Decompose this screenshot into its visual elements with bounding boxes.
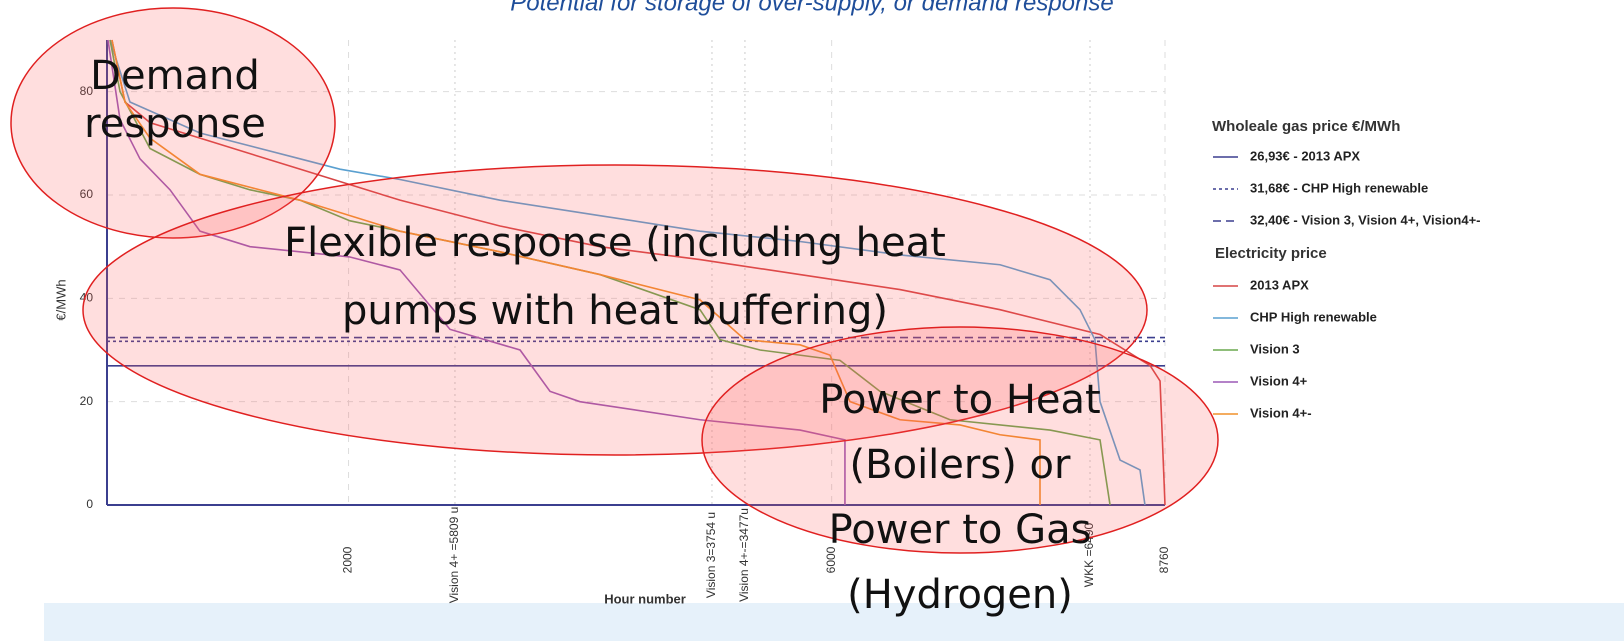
annotation-text: Demand <box>90 53 260 99</box>
annotation-text: Power to Gas <box>829 507 1092 553</box>
legend-label: CHP High renewable <box>1250 309 1377 324</box>
legend-label: Vision 4+ <box>1250 373 1308 388</box>
y-tick-label: 40 <box>80 291 94 305</box>
legend-label: 31,68€ - CHP High renewable <box>1250 180 1428 195</box>
y-tick-label: 0 <box>86 497 93 511</box>
legend-heading: Wholeale gas price €/MWh <box>1212 118 1400 135</box>
y-axis-label: €/MWh <box>53 279 68 320</box>
marker-label: Vision 3=3754 u <box>704 512 718 598</box>
series-line <box>109 39 1146 506</box>
legend-label: Vision 3 <box>1250 341 1300 356</box>
marker-label: Vision 4+-=3477u <box>737 508 751 602</box>
annotation-text: (Boilers) or <box>850 442 1071 488</box>
series-line <box>111 39 1041 505</box>
chart-title: Potential for storage of over-supply, or… <box>510 0 1113 16</box>
annotation-ellipse <box>82 164 1148 456</box>
series-line <box>111 39 1166 506</box>
x-tick-label: 6000 <box>824 546 838 573</box>
x-axis-label: Hour number <box>604 591 686 606</box>
y-tick-label: 20 <box>80 394 94 408</box>
annotation-text: pumps with heat buffering) <box>342 288 888 334</box>
legend-label: 26,93€ - 2013 APX <box>1250 148 1360 163</box>
x-tick-label: 8760 <box>1157 546 1171 573</box>
annotation-ellipse <box>10 7 336 239</box>
legend-heading: Electricity price <box>1215 245 1327 262</box>
annotation-text: Power to Heat <box>819 377 1100 423</box>
footer-band <box>44 603 1624 641</box>
annotation-text: Flexible response (including heat <box>284 220 946 266</box>
legend-label: Vision 4+- <box>1250 405 1312 420</box>
legend-label: 2013 APX <box>1250 277 1309 292</box>
y-tick-label: 80 <box>80 84 94 98</box>
y-tick-label: 60 <box>80 187 94 201</box>
annotation-ellipse <box>701 326 1219 554</box>
annotation-text: response <box>84 101 266 147</box>
annotation-text: (Hydrogen) <box>847 572 1073 618</box>
legend-label: 32,40€ - Vision 3, Vision 4+, Vision4+- <box>1250 212 1481 227</box>
series-line <box>107 39 846 505</box>
marker-label: Vision 4+ =5809 u <box>447 507 461 604</box>
x-tick-label: 2000 <box>341 546 355 573</box>
